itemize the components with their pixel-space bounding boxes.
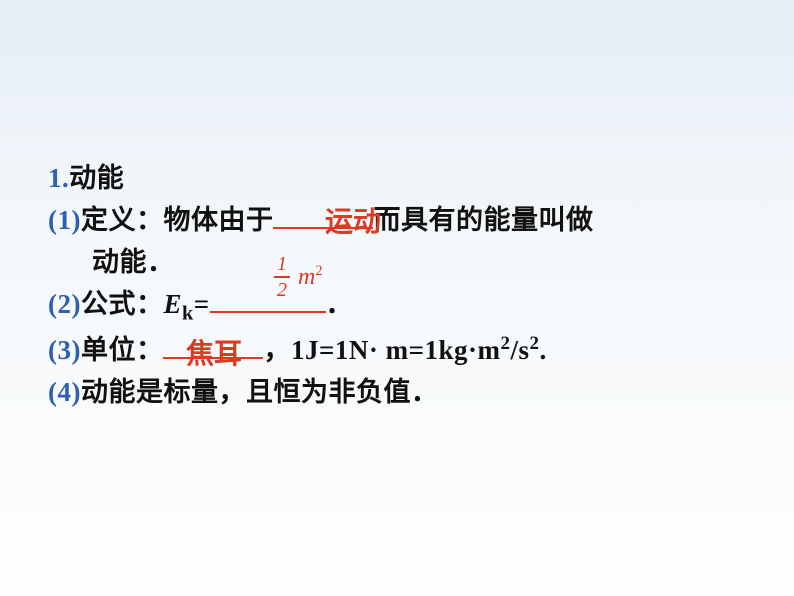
header-number: 1. (48, 163, 69, 193)
variable-m: m2 (298, 263, 323, 291)
item3-pre: 单位： (81, 335, 164, 365)
item1-pre: 定义：物体由于 (81, 205, 274, 235)
eq-sign: = (194, 289, 210, 319)
header-line: 1.动能 (48, 158, 748, 200)
item1-line2: 动能． (48, 242, 748, 284)
fraction-numerator: 1 (274, 254, 290, 274)
item4-number: (4) (48, 377, 81, 407)
item4-line: (4)动能是标量，且恒为非负值． (48, 372, 748, 414)
ek-k: k (182, 302, 194, 324)
item1-number: (1) (48, 205, 81, 235)
sup-2b: 2 (529, 333, 539, 354)
item2-line: (2)公式：Ek= ． (48, 284, 748, 330)
item3-number: (3) (48, 335, 81, 365)
item1-post: 而具有的能量叫做 (373, 205, 593, 235)
item2-dot: ． (326, 289, 354, 319)
annotation-joule: 焦耳 (186, 332, 242, 372)
sup-2a: 2 (501, 333, 511, 354)
fraction-half: 1 2 (274, 254, 290, 300)
item3-dot: . (539, 335, 546, 365)
item1-line1: (1)定义：物体由于 而具有的能量叫做 (48, 200, 748, 242)
fraction-bar (274, 276, 290, 278)
item3-post: ，1J=1N· m=1kg·m (263, 335, 500, 365)
annotation-formula: 1 2 m2 (274, 254, 323, 300)
slash-s: /s (510, 335, 529, 365)
item2-number: (2) (48, 289, 81, 319)
item2-pre: 公式： (81, 289, 164, 319)
variable-m-squared: 2 (315, 263, 322, 279)
fraction-denominator: 2 (274, 280, 290, 300)
annotation-motion: 运动 (325, 200, 381, 240)
header-title: 动能 (69, 163, 124, 193)
ek-e: E (163, 289, 182, 319)
item3-line: (3)单位：，1J=1N· m=1kg·m2/s2. (48, 329, 748, 372)
item4-text: 动能是标量，且恒为非负值． (81, 377, 439, 407)
